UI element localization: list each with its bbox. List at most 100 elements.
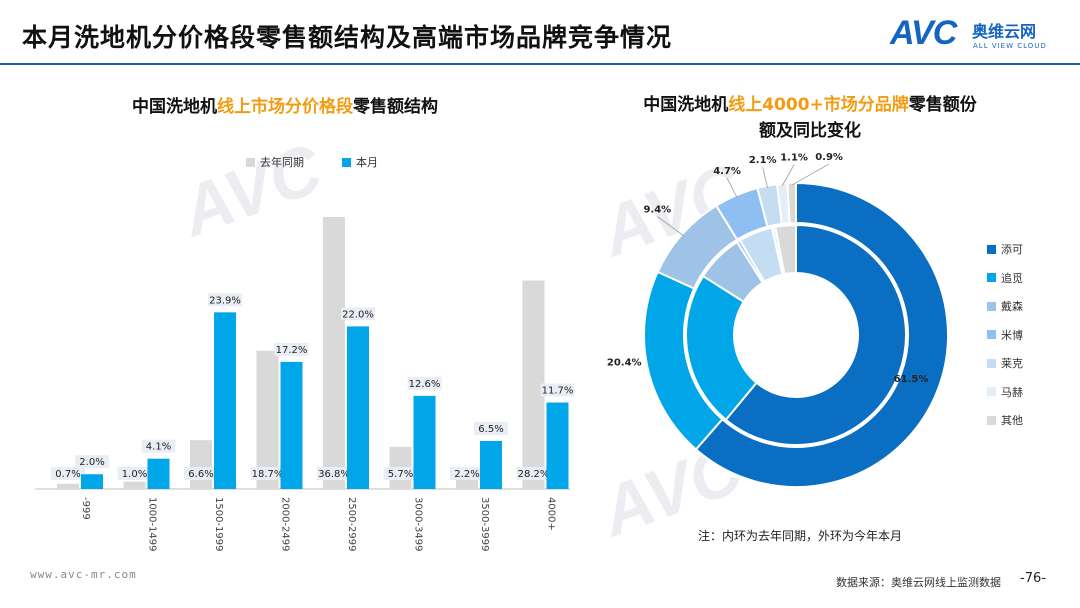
donut-data-label: 2.1%: [749, 155, 777, 166]
data-label-bg: [540, 383, 575, 397]
logo-text: AVC: [890, 14, 957, 52]
x-tick-label: 2000-2499: [280, 497, 291, 552]
data-label: 5.7%: [388, 469, 413, 480]
legend-swatch: [987, 330, 996, 339]
legend-swatch: [987, 358, 996, 368]
legend-swatch: [987, 273, 996, 282]
legend-label: 追觅: [1001, 271, 1023, 285]
legend-swatch: [987, 244, 996, 254]
donut-legend-item: 添可: [987, 241, 1023, 257]
data-label-bg: [184, 467, 218, 480]
legend-label: 马赫: [1001, 385, 1023, 399]
data-label-bg: [274, 342, 309, 356]
donut-title-pre: 中国洗地机: [643, 95, 729, 115]
leader-line: [657, 216, 684, 237]
data-label: 11.7%: [542, 386, 574, 397]
legend-swatch: [987, 301, 996, 311]
website-url: www.avc-mr.com: [30, 568, 137, 581]
data-label-bg: [407, 376, 442, 390]
leader-line: [762, 167, 768, 188]
x-tick-label: 3500-3999: [479, 497, 490, 552]
inner-ring-segment: [724, 223, 907, 446]
x-tick-label: 4000+: [546, 497, 557, 531]
inner-ring-segment: [685, 274, 758, 422]
price-segment-bar-chart: 0.7%2.0% -999 1.0% 4.1% 1000-1499 6.6% 23.9% 15…: [35, 217, 575, 552]
donut-data-label: 9.4%: [643, 205, 671, 216]
data-label: 23.9%: [209, 295, 241, 306]
bar-last-year: [190, 440, 212, 489]
leader-line: [782, 164, 795, 186]
x-tick-label: 1000-1499: [147, 497, 158, 552]
legend-swatch: [987, 387, 996, 396]
data-label: 6.6%: [188, 469, 213, 480]
donut-legend-item: 米博: [987, 327, 1023, 343]
data-label-bg: [250, 467, 285, 480]
bar-last-year: [522, 280, 545, 489]
legend-swatch: [246, 157, 255, 167]
donut-title-post: 零售额份: [908, 95, 977, 115]
donut-chart-title: 中国洗地机线上4000+市场分品牌零售额份 额及同比变化: [600, 92, 1020, 144]
data-label-bg: [341, 307, 375, 321]
data-label: 4.1%: [146, 442, 171, 453]
legend-label: 其他: [1001, 414, 1023, 427]
legend-label: 去年同期: [260, 156, 304, 169]
bar-title-pre: 中国洗地机: [132, 97, 217, 117]
data-label-bg: [117, 467, 152, 480]
data-label: 28.2%: [518, 469, 550, 480]
data-label-bg: [516, 467, 551, 480]
bar-title-post: 零售额结构: [353, 97, 438, 117]
logo-en: ALL VIEW CLOUD: [973, 42, 1047, 50]
brand-share-donut-chart: 61.5% 20.4% 9.4% 4.7% 2.1% 1.1% 0.9%: [607, 152, 949, 488]
data-label-bg: [208, 293, 242, 307]
data-label-bg: [450, 467, 484, 480]
chart-note: 注：内环为去年同期，外环为今年本月: [698, 529, 903, 543]
donut-data-label: 4.7%: [713, 166, 741, 177]
data-label: 18.7%: [252, 469, 284, 480]
data-label: 1.0%: [122, 469, 147, 480]
outer-ring-segment: [786, 181, 797, 225]
data-label: 22.0%: [342, 309, 374, 320]
data-label-bg: [383, 467, 418, 480]
inner-ring-segment: [774, 223, 797, 276]
legend-label: 添可: [1001, 243, 1023, 256]
brand-logo: AVC 奥维云网 ALL VIEW CLOUD: [890, 14, 1060, 58]
data-label: 12.6%: [409, 379, 441, 390]
data-label: 36.8%: [318, 469, 350, 480]
bar-last-year: [323, 217, 345, 489]
header-rule: [0, 63, 1080, 65]
logo-cn: 奥维云网: [972, 22, 1037, 41]
x-tick-label: 2500-2999: [346, 497, 357, 552]
bar-this-month: [214, 312, 236, 489]
leader-line: [726, 177, 738, 198]
donut-legend-item: 莱克: [987, 355, 1023, 371]
legend-label: 莱克: [1001, 357, 1023, 370]
x-tick-label: 3000-3499: [413, 497, 424, 552]
donut-legend-item: 其他: [987, 412, 1023, 428]
donut-data-label: 61.5%: [894, 374, 929, 385]
data-label-bg: [474, 421, 508, 435]
data-label: 17.2%: [276, 345, 308, 356]
legend-label: 本月: [356, 156, 378, 169]
x-tick-label: -999: [80, 497, 91, 520]
data-label: 2.2%: [454, 469, 479, 480]
bar-last-year: [123, 481, 146, 489]
donut-title-line2: 额及同比变化: [759, 121, 861, 141]
bar-this-month: [81, 474, 103, 489]
data-label: 2.0%: [79, 457, 104, 468]
data-label-bg: [51, 467, 85, 480]
donut-data-label: 1.1%: [780, 153, 808, 164]
donut-data-label: 20.4%: [607, 357, 642, 368]
page-number: -76-: [1020, 571, 1046, 586]
bar-this-month: [546, 402, 569, 489]
outer-ring-segment: [694, 181, 949, 488]
bar-this-month: [280, 361, 303, 489]
data-label-bg: [75, 455, 109, 469]
data-label-bg: [141, 439, 176, 453]
bar-this-month: [413, 395, 436, 489]
legend-label: 戴森: [1001, 300, 1023, 313]
legend-swatch: [342, 157, 351, 167]
donut-legend-item: 戴森: [987, 298, 1023, 314]
data-label-bg: [317, 467, 351, 480]
bar-this-month: [347, 326, 369, 489]
bar-this-month: [480, 440, 502, 489]
